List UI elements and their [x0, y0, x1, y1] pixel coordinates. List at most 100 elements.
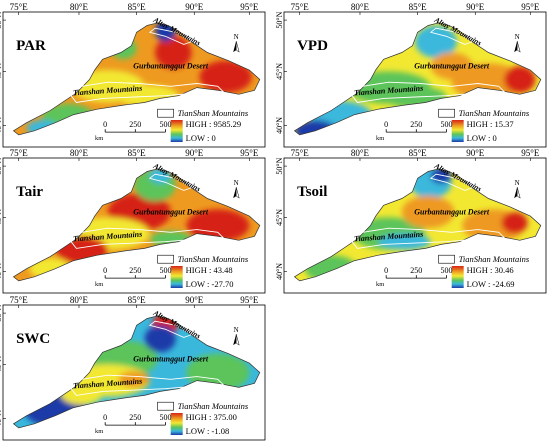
lon-label: 85°E: [409, 2, 428, 12]
scale-tick-label: 500: [159, 120, 171, 129]
region-boundary: [12, 22, 261, 136]
altay-boundary: [429, 173, 474, 191]
lon-label: 80°E: [70, 2, 89, 12]
legend-swatch: [438, 108, 455, 118]
lat-label: 50°N: [0, 157, 3, 174]
place-gurbantunggut-desert: Gurbantunggut Desert: [414, 208, 490, 217]
panel-title: Tair: [16, 184, 43, 200]
altay-boundary: [148, 320, 193, 338]
scale-tick-label: 0: [103, 413, 107, 422]
panel-title: PAR: [16, 38, 46, 54]
place-gurbantunggut-desert: Gurbantunggut Desert: [133, 355, 209, 364]
scale-tick-label: 0: [384, 266, 388, 275]
altay-boundary: [148, 173, 193, 191]
lon-label: 85°E: [128, 295, 147, 305]
scale-tick-label: 500: [440, 120, 452, 129]
altay-boundary: [148, 27, 193, 45]
scale-tick-label: 500: [159, 266, 171, 275]
scale-tick-label: 0: [384, 120, 388, 129]
lat-label: 45°N: [275, 63, 284, 80]
lat-label: 50°N: [275, 11, 284, 28]
lat-label: 50°N: [0, 304, 3, 321]
lon-label: 80°E: [70, 148, 89, 158]
color-ramp: [170, 120, 183, 142]
lon-label: 95°E: [521, 2, 540, 12]
scale-bar: [385, 129, 447, 133]
north-label: N: [234, 326, 239, 334]
legend-label: TianShan Mountains: [459, 254, 530, 264]
tianshan-boundary: [351, 81, 506, 103]
place-gurbantunggut-desert: Gurbantunggut Desert: [133, 62, 209, 71]
legend-low: LOW : -24.69: [467, 279, 515, 289]
legend-label: TianShan Mountains: [459, 108, 530, 118]
scale-bar: [385, 275, 447, 279]
scale-tick-label: 500: [159, 413, 171, 422]
legend-label: TianShan Mountains: [178, 401, 249, 411]
legend-swatch: [157, 108, 174, 118]
legend-swatch: [157, 254, 174, 264]
region-boundary: [12, 168, 261, 282]
panel-title: Tsoil: [297, 184, 327, 200]
legend-swatch: [438, 254, 455, 264]
lat-label: 40°N: [275, 263, 284, 280]
scale-tick-label: 250: [129, 413, 141, 422]
tianshan-boundary: [70, 374, 225, 396]
lon-label: 80°E: [351, 148, 370, 158]
scale-tick-label: 250: [129, 266, 141, 275]
legend-low: LOW : -1.08: [186, 426, 230, 436]
region-boundary: [12, 315, 261, 429]
color-ramp: [451, 120, 464, 142]
lon-label: 75°E: [10, 295, 29, 305]
tianshan-boundary: [351, 227, 506, 249]
lat-label: 50°N: [275, 157, 284, 174]
color-ramp: [170, 413, 183, 435]
north-label: N: [234, 33, 239, 41]
legend-label: TianShan Mountains: [178, 108, 249, 118]
lat-label: 40°N: [0, 410, 3, 427]
legend-high: HIGH : 43.48: [186, 265, 233, 275]
lon-label: 95°E: [521, 148, 540, 158]
tianshan-boundary: [70, 227, 225, 249]
legend-high: HIGH : 30.46: [467, 265, 514, 275]
panel-title: SWC: [16, 331, 50, 347]
lon-label: 85°E: [128, 2, 147, 12]
lon-label: 75°E: [10, 148, 29, 158]
lon-label: 75°E: [291, 2, 310, 12]
scale-unit: km: [95, 428, 103, 435]
scale-unit: km: [95, 135, 103, 142]
legend-label: TianShan Mountains: [178, 254, 249, 264]
scale-tick-label: 250: [410, 266, 422, 275]
place-gurbantunggut-desert: Gurbantunggut Desert: [133, 208, 209, 217]
lon-label: 80°E: [351, 2, 370, 12]
lon-label: 75°E: [10, 2, 29, 12]
lat-label: 40°N: [275, 117, 284, 134]
lat-label: 45°N: [0, 63, 3, 80]
north-label: N: [515, 33, 520, 41]
tianshan-boundary: [70, 81, 225, 103]
north-label: N: [234, 179, 239, 187]
lon-label: 85°E: [409, 148, 428, 158]
legend-low: LOW : 0: [186, 133, 216, 143]
north-arrow-icon: [514, 41, 521, 53]
north-arrow-icon: [514, 187, 521, 199]
lat-label: 45°N: [0, 356, 3, 373]
region-boundary: [293, 168, 542, 282]
lon-label: 90°E: [185, 2, 204, 12]
lon-label: 90°E: [185, 148, 204, 158]
lat-label: 40°N: [0, 263, 3, 280]
altay-boundary: [429, 27, 474, 45]
legend-high: HIGH : 375.00: [186, 412, 237, 422]
legend-high: HIGH : 9585.29: [186, 119, 241, 129]
scale-tick-label: 250: [410, 120, 422, 129]
north-arrow-icon: [233, 334, 240, 346]
lon-label: 85°E: [128, 148, 147, 158]
lon-label: 90°E: [185, 295, 204, 305]
lon-label: 75°E: [291, 148, 310, 158]
north-arrow-icon: [233, 187, 240, 199]
color-ramp: [170, 266, 183, 288]
